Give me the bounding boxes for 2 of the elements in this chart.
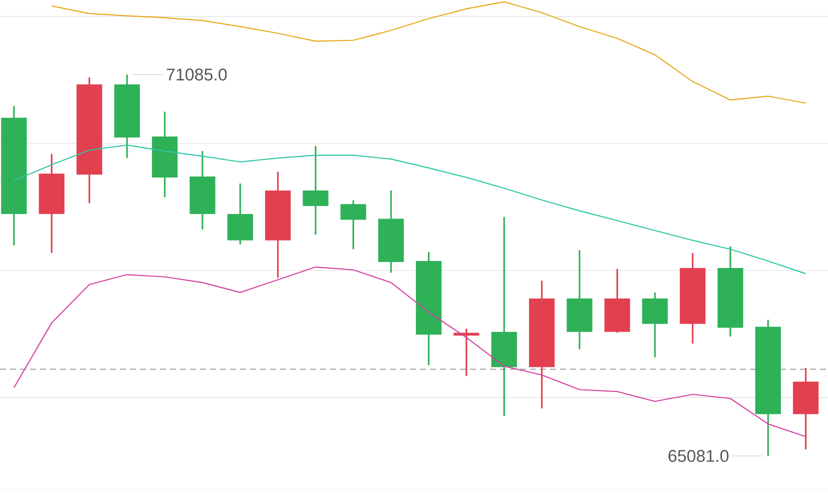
annotation: 65081.0	[668, 450, 728, 462]
annotation: 71085.0	[166, 68, 227, 81]
